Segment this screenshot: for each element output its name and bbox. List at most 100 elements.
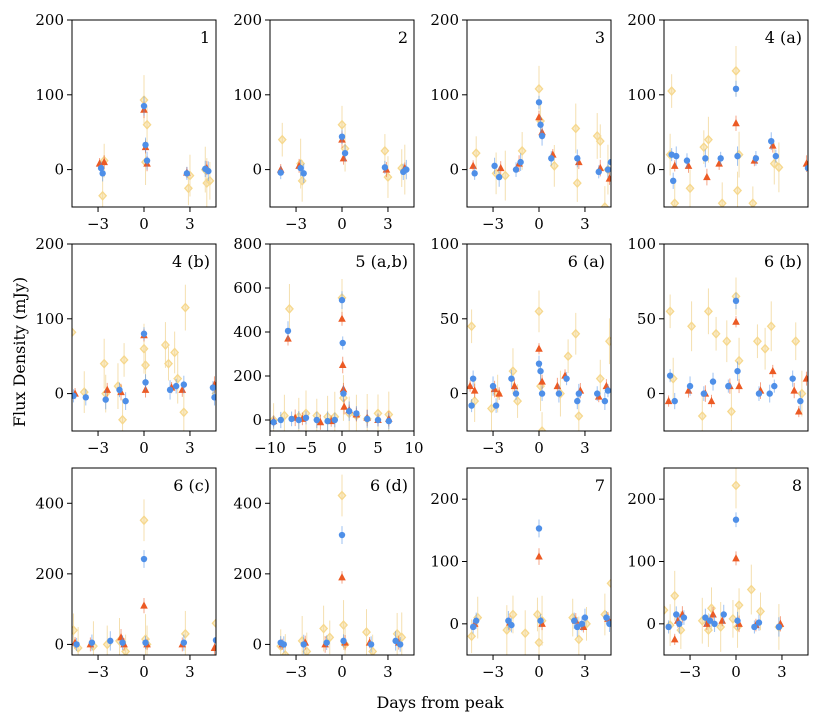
data-point-diamond [211,618,216,629]
x-tick-label: 0 [534,439,544,457]
data-point-circle [604,166,611,173]
data-point-diamond [99,358,109,369]
data-point-diamond [711,328,721,339]
data-point-circle [397,641,404,648]
data-point-diamond [383,172,393,183]
data-point-diamond [707,603,716,614]
data-point-circle [280,641,287,648]
data-point-triangle [470,386,479,394]
data-point-triangle [538,377,546,385]
data-point-circle [732,297,740,305]
x-tick-label: 3 [580,663,590,681]
data-point-circle [601,397,609,405]
panel-label: 6 (b) [764,252,802,271]
data-point-diamond [508,366,518,377]
y-tick-label: 200 [430,11,459,29]
data-point-circle [535,525,543,532]
data-point-diamond [284,303,294,314]
y-tick-label: 0 [449,385,459,403]
data-point-circle [295,416,302,424]
x-tick-label: −3 [87,215,109,233]
data-point-circle [119,639,126,646]
data-point-circle [180,639,188,646]
data-point-diamond [142,119,152,130]
data-point-diamond [595,373,605,384]
data-point-diamond [685,183,695,194]
data-point-circle [671,397,678,405]
y-tick-label: 800 [233,235,262,253]
y-tick-label: 0 [54,635,64,653]
data-point-circle [323,639,330,646]
data-point-triangle [664,396,673,405]
data-point-circle [512,390,520,397]
data-point-diamond [703,134,713,145]
y-tick-label: 200 [233,367,262,385]
data-point-diamond [600,202,610,207]
data-point-diamond [467,631,477,642]
axes-frame [663,243,809,432]
data-point-circle [537,121,544,128]
data-point-circle [346,408,353,415]
y-tick-label: 0 [646,385,656,403]
x-tick-label: 3 [777,663,787,681]
y-tick-label: 100 [430,86,459,104]
x-tick-label: 0 [139,215,149,233]
data-point-triangle [338,360,347,368]
data-point-triangle [709,610,717,618]
data-point-circle [725,382,732,390]
y-tick-label: 0 [252,411,262,429]
x-tick-label: 0 [731,663,741,681]
y-tick-label: 0 [646,161,656,179]
data-point-diamond [72,327,77,338]
y-tick-label: 100 [627,86,656,104]
data-point-diamond [728,613,738,624]
data-point-circle [604,387,611,394]
plot-area [270,279,394,431]
data-point-triangle [316,418,325,426]
data-point-diamond [160,340,170,350]
x-tick-label: 0 [337,663,347,681]
data-point-circle [73,641,80,648]
data-point-triangle [467,381,474,390]
data-point-circle [180,381,188,388]
data-point-diamond [733,185,743,196]
plot-area [467,519,611,655]
data-point-diamond [571,123,581,134]
data-point-diamond [687,321,697,332]
data-point-circle [563,375,570,382]
data-point-triangle [496,163,505,172]
y-tick-label: 600 [233,279,262,297]
data-point-circle [751,623,758,631]
x-tick-label: 0 [139,663,149,681]
data-point-circle [468,402,475,409]
x-tick-label: 3 [383,663,393,681]
data-point-circle [508,375,515,382]
data-point-circle [508,621,515,629]
data-point-circle [122,397,129,405]
data-point-circle [211,394,216,401]
panel-5: 0 100 200 −3 0 3 4 (b) [35,235,217,457]
y-tick-label: 50 [440,310,459,328]
data-point-diamond [574,411,584,422]
data-point-diamond [520,628,530,639]
panel-label: 8 [792,476,802,495]
y-tick-label: 100 [430,553,459,571]
data-point-diamond [72,625,79,636]
data-point-circle [297,164,304,172]
data-point-circle [471,170,478,177]
panel-9: 0 200 400 −3 0 3 6 (c) [35,467,217,681]
data-point-circle [771,382,778,390]
data-point-triangle [707,396,716,405]
data-point-circle [700,390,708,397]
y-tick-label: 0 [54,161,64,179]
data-point-circle [341,149,349,157]
data-point-circle [166,386,174,394]
data-point-diamond [703,306,713,317]
x-tick-label: −3 [285,663,307,681]
panel-label: 4 (b) [172,252,210,271]
x-tick-label: 0 [337,215,347,233]
data-point-diamond [179,407,189,418]
data-point-triangle [605,174,611,182]
data-point-diamond [280,650,290,655]
x-tick-label: 10 [404,439,423,457]
